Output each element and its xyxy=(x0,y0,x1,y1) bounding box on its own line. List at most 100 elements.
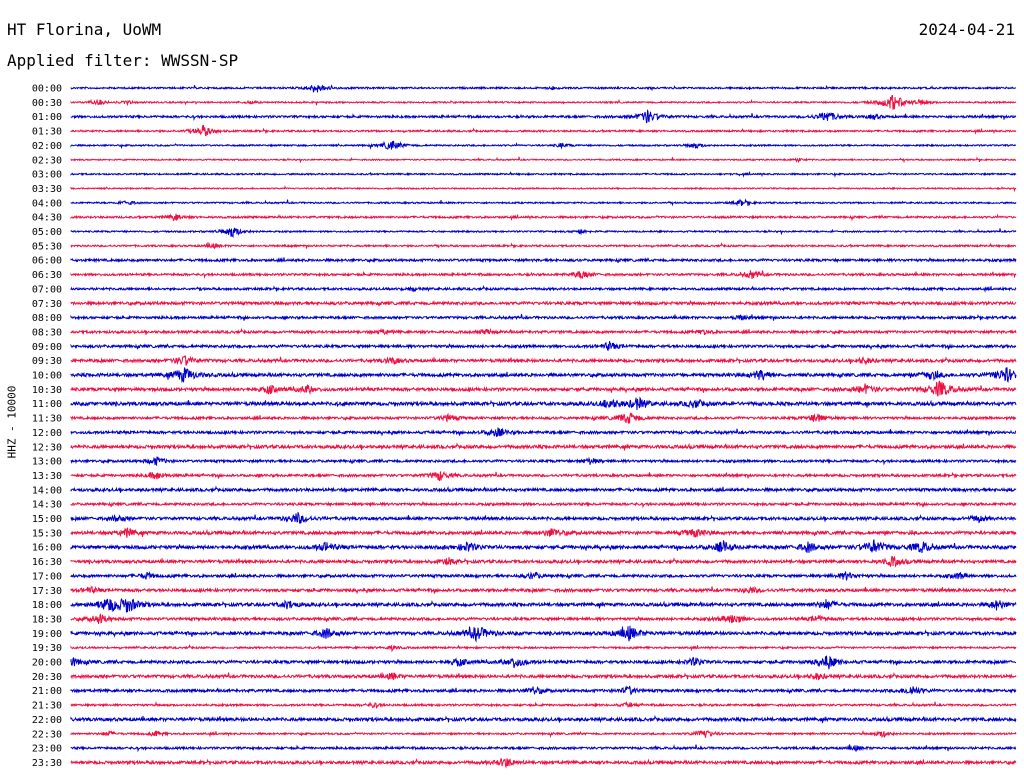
trace-0830 xyxy=(70,327,1017,336)
trace-1130 xyxy=(70,412,1017,424)
time-label-1800: 18:00 xyxy=(32,600,62,611)
time-label-0500: 05:00 xyxy=(32,227,62,238)
trace-0430 xyxy=(70,213,1017,222)
trace-1600 xyxy=(70,539,1017,554)
trace-1930 xyxy=(70,643,1017,653)
trace-0530 xyxy=(70,242,1017,250)
trace-2100 xyxy=(70,685,1017,696)
time-label-1630: 16:30 xyxy=(32,557,62,568)
time-label-2230: 22:30 xyxy=(32,729,62,740)
time-label-1300: 13:00 xyxy=(32,457,62,468)
time-label-1830: 18:30 xyxy=(32,614,62,625)
seismic-traces xyxy=(70,84,1017,769)
time-labels: 00:00 00:30 01:00 01:30 02:00 02:30 03:00 03:30… xyxy=(32,84,62,769)
time-label-2000: 20:00 xyxy=(32,658,62,669)
time-label-2330: 23:30 xyxy=(32,758,62,769)
trace-2330 xyxy=(70,758,1017,769)
trace-2230 xyxy=(70,729,1017,739)
trace-1030 xyxy=(70,380,1017,397)
trace-1630 xyxy=(70,555,1017,568)
time-label-0030: 00:30 xyxy=(32,98,62,109)
trace-1900 xyxy=(70,625,1017,643)
station-title: HT Florina, UoWM xyxy=(7,20,162,39)
trace-0900 xyxy=(70,341,1017,352)
time-label-1600: 16:00 xyxy=(32,543,62,554)
trace-1000 xyxy=(70,367,1017,384)
time-label-2030: 20:30 xyxy=(32,672,62,683)
time-label-2100: 21:00 xyxy=(32,686,62,697)
time-label-0000: 00:00 xyxy=(32,84,62,95)
time-label-1230: 12:30 xyxy=(32,442,62,453)
time-label-0130: 01:30 xyxy=(32,127,62,138)
time-label-0630: 06:30 xyxy=(32,270,62,281)
trace-2000 xyxy=(70,655,1017,670)
trace-1730 xyxy=(70,585,1017,595)
time-label-1330: 13:30 xyxy=(32,471,62,482)
time-label-1900: 19:00 xyxy=(32,629,62,640)
time-label-0430: 04:30 xyxy=(32,213,62,224)
time-label-1100: 11:00 xyxy=(32,399,62,410)
trace-1530 xyxy=(70,527,1017,538)
trace-0500 xyxy=(70,227,1017,239)
trace-0030 xyxy=(70,94,1017,110)
trace-2130 xyxy=(70,700,1017,709)
time-label-0230: 02:30 xyxy=(32,155,62,166)
trace-2200 xyxy=(70,714,1017,724)
trace-0600 xyxy=(70,257,1017,264)
trace-1100 xyxy=(70,396,1017,410)
time-label-1730: 17:30 xyxy=(32,586,62,597)
time-label-0330: 03:30 xyxy=(32,184,62,195)
time-label-0600: 06:00 xyxy=(32,256,62,267)
time-label-1400: 14:00 xyxy=(32,485,62,496)
date-label: 2024-04-21 xyxy=(918,20,1015,39)
time-label-0800: 08:00 xyxy=(32,313,62,324)
time-label-0100: 01:00 xyxy=(32,112,62,123)
time-label-0400: 04:00 xyxy=(32,198,62,209)
time-label-2130: 21:30 xyxy=(32,701,62,712)
trace-0100 xyxy=(70,108,1017,124)
time-label-1030: 10:30 xyxy=(32,385,62,396)
trace-0330 xyxy=(70,185,1017,193)
time-label-1500: 15:00 xyxy=(32,514,62,525)
time-label-0200: 02:00 xyxy=(32,141,62,152)
trace-0930 xyxy=(70,355,1017,366)
time-label-1200: 12:00 xyxy=(32,428,62,439)
time-label-1130: 11:30 xyxy=(32,414,62,425)
time-label-0830: 08:30 xyxy=(32,327,62,338)
trace-0800 xyxy=(70,313,1017,321)
filter-label: Applied filter: WWSSN-SP xyxy=(7,51,239,70)
trace-1800 xyxy=(70,598,1017,613)
trace-2300 xyxy=(70,744,1017,753)
trace-0630 xyxy=(70,270,1017,280)
time-label-0730: 07:30 xyxy=(32,299,62,310)
trace-0400 xyxy=(70,198,1017,207)
trace-1500 xyxy=(70,512,1017,524)
trace-0230 xyxy=(70,156,1017,164)
time-label-1000: 10:00 xyxy=(32,371,62,382)
time-label-0930: 09:30 xyxy=(32,356,62,367)
time-label-0700: 07:00 xyxy=(32,284,62,295)
trace-1230 xyxy=(70,442,1017,451)
trace-1300 xyxy=(70,456,1017,466)
time-label-2300: 23:00 xyxy=(32,744,62,755)
trace-1200 xyxy=(70,427,1017,437)
trace-0300 xyxy=(70,171,1017,178)
trace-0730 xyxy=(70,299,1017,307)
trace-1830 xyxy=(70,613,1017,625)
trace-0130 xyxy=(70,125,1017,137)
time-label-0530: 05:30 xyxy=(32,241,62,252)
trace-0700 xyxy=(70,284,1017,293)
time-label-1700: 17:00 xyxy=(32,571,62,582)
time-label-1530: 15:30 xyxy=(32,528,62,539)
time-label-2200: 22:00 xyxy=(32,715,62,726)
trace-0000 xyxy=(70,84,1017,93)
trace-2030 xyxy=(70,671,1017,681)
trace-1700 xyxy=(70,571,1017,581)
time-label-1430: 14:30 xyxy=(32,500,62,511)
trace-1330 xyxy=(70,470,1017,482)
time-label-0900: 09:00 xyxy=(32,342,62,353)
time-label-0300: 03:00 xyxy=(32,170,62,181)
time-label-1930: 19:30 xyxy=(32,643,62,654)
trace-1400 xyxy=(70,485,1017,494)
